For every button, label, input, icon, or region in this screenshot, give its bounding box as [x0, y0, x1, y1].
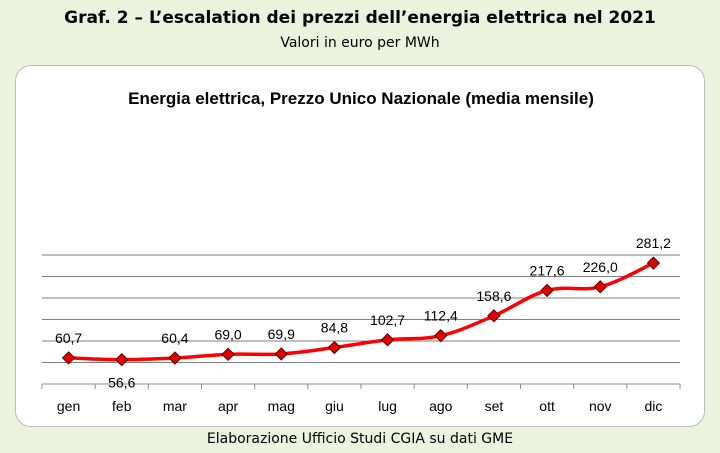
page-subtitle: Valori in euro per MWh	[280, 35, 440, 51]
x-tick-label: ott	[539, 398, 555, 414]
x-tick-label: apr	[218, 398, 239, 414]
data-label: 226,0	[583, 259, 618, 275]
x-tick-label: mag	[268, 398, 295, 414]
data-label: 60,7	[55, 330, 82, 346]
data-label: 60,4	[161, 330, 188, 346]
data-label: 69,9	[268, 326, 295, 342]
data-label: 102,7	[370, 312, 405, 328]
data-point	[115, 352, 129, 367]
data-point	[221, 347, 235, 362]
data-point	[380, 333, 395, 347]
data-point	[61, 351, 76, 365]
line-chart: Energia elettrica, Prezzo Unico Nazional…	[41, 89, 681, 414]
page-title: Graf. 2 – L’escalation dei prezzi dell’e…	[64, 8, 656, 28]
x-tick-label: dic	[644, 398, 662, 414]
data-point	[274, 347, 288, 361]
x-tick-label: giu	[325, 398, 344, 414]
x-tick-label: gen	[57, 398, 80, 414]
data-point	[646, 256, 661, 270]
data-point	[168, 351, 182, 365]
data-label: 281,2	[636, 235, 671, 251]
x-tick-label: set	[485, 398, 504, 414]
x-tick-label: feb	[112, 398, 132, 414]
data-label: 217,6	[530, 262, 565, 278]
data-label: 56,6	[108, 375, 135, 391]
chart-title: Energia elettrica, Prezzo Unico Nazional…	[128, 89, 594, 108]
source-note: Elaborazione Ufficio Studi CGIA su dati …	[206, 431, 514, 447]
x-tick-label: nov	[589, 398, 612, 414]
data-label: 69,0	[214, 326, 241, 342]
data-label: 112,4	[424, 308, 458, 324]
chart-frame: Energia elettrica, Prezzo Unico Nazional…	[15, 65, 705, 427]
data-point	[487, 309, 501, 323]
data-point	[593, 280, 607, 294]
data-point	[540, 283, 554, 298]
x-tick-label: mar	[163, 398, 187, 414]
data-point	[327, 340, 342, 355]
series-line	[66, 261, 656, 362]
x-tick-label: lug	[378, 398, 397, 414]
data-label: 158,6	[476, 288, 511, 304]
data-label: 84,8	[321, 320, 348, 336]
x-tick-label: ago	[429, 398, 453, 414]
data-point	[434, 328, 448, 343]
